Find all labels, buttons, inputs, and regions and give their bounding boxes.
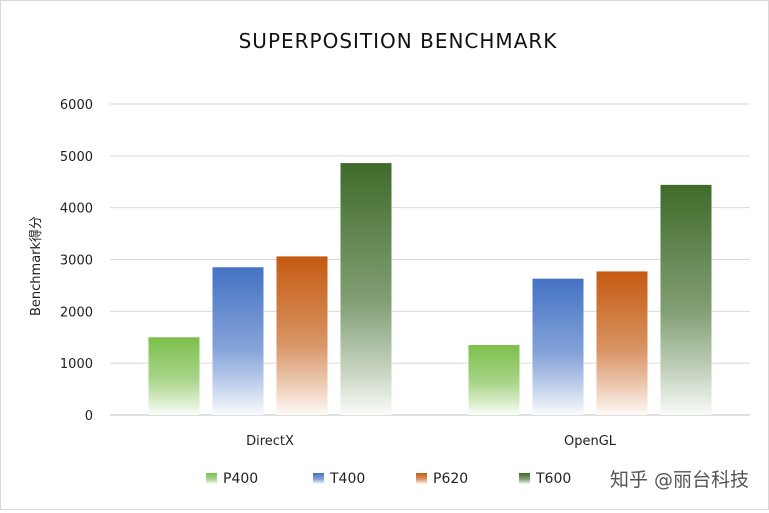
grid-lines bbox=[110, 103, 750, 416]
legend-swatch bbox=[519, 473, 530, 484]
bar-t600-opengl bbox=[660, 184, 712, 415]
legend-label: P400 bbox=[223, 471, 258, 487]
legend-label: T400 bbox=[329, 471, 365, 487]
bar-t600-directx bbox=[340, 163, 392, 415]
legend-swatch bbox=[206, 473, 217, 484]
legend-swatch bbox=[313, 473, 324, 484]
y-tick-label: 3000 bbox=[60, 254, 93, 269]
y-tick-label: 0 bbox=[85, 409, 93, 424]
bar-p620-directx bbox=[276, 256, 328, 415]
y-tick-label: 6000 bbox=[60, 98, 93, 113]
watermark: 知乎 @丽台科技 bbox=[610, 469, 749, 491]
bar-p400-directx bbox=[148, 337, 200, 415]
y-tick-label: 4000 bbox=[60, 202, 93, 217]
bar-t400-directx bbox=[212, 267, 264, 415]
y-tick-label: 5000 bbox=[60, 150, 93, 165]
x-axis-ticks: DirectX OpenGL bbox=[246, 434, 617, 449]
bar-p400-opengl bbox=[468, 345, 520, 415]
bar-p620-opengl bbox=[596, 271, 648, 415]
legend-label: P620 bbox=[433, 471, 468, 487]
legend-label: T600 bbox=[535, 471, 571, 487]
legend-swatch bbox=[416, 473, 427, 484]
y-axis-ticks: 0 1000 2000 3000 4000 5000 6000 bbox=[60, 98, 93, 424]
y-axis-label: Benchmark得分 bbox=[28, 216, 44, 316]
bar-t400-opengl bbox=[532, 278, 584, 415]
y-tick-label: 1000 bbox=[60, 357, 93, 372]
bars bbox=[148, 163, 712, 415]
legend: P400 T400 P620 T600 bbox=[206, 471, 571, 487]
x-tick-label: DirectX bbox=[246, 434, 294, 449]
x-tick-label: OpenGL bbox=[564, 434, 617, 449]
y-tick-label: 2000 bbox=[60, 305, 93, 320]
chart-title: SUPERPOSITION BENCHMARK bbox=[239, 29, 558, 53]
